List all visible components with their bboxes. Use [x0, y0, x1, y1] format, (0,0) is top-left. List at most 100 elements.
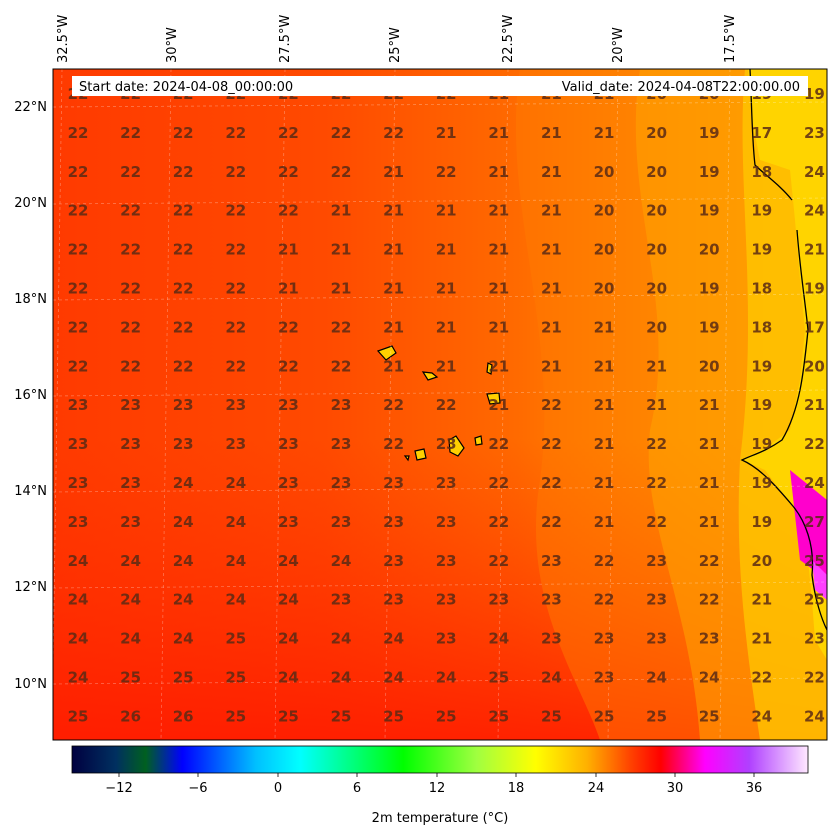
grid-value: 21 — [488, 163, 509, 181]
grid-value: 23 — [646, 630, 667, 648]
grid-value: 24 — [173, 630, 194, 648]
grid-value: 24 — [331, 630, 352, 648]
grid-value: 21 — [436, 318, 457, 336]
grid-value: 22 — [225, 202, 246, 220]
grid-value: 25 — [699, 707, 720, 725]
grid-value: 23 — [383, 591, 404, 609]
valid-date-label: Valid_date: 2024-04-08T22:00:00.00 — [562, 80, 800, 95]
lon-label: 27.5°W — [278, 15, 293, 63]
lat-label: 22°N — [14, 100, 47, 115]
grid-value: 24 — [699, 669, 720, 687]
colorbar-tick-label: 36 — [746, 781, 763, 796]
grid-value: 21 — [436, 357, 457, 375]
grid-value: 19 — [699, 318, 720, 336]
grid-value: 25 — [646, 707, 667, 725]
grid-value: 21 — [488, 280, 509, 298]
grid-value: 21 — [383, 318, 404, 336]
grid-value: 21 — [488, 396, 509, 414]
grid-value: 25 — [488, 669, 509, 687]
grid-value: 21 — [699, 474, 720, 492]
grid-value: 23 — [541, 630, 562, 648]
grid-value: 22 — [804, 669, 825, 687]
grid-value: 22 — [120, 318, 141, 336]
grid-value: 19 — [804, 85, 825, 103]
grid-value: 24 — [68, 669, 89, 687]
colorbar-tick-label: 6 — [353, 781, 361, 796]
grid-value: 24 — [331, 552, 352, 570]
grid-value: 24 — [541, 669, 562, 687]
grid-value: 22 — [173, 241, 194, 259]
grid-value: 23 — [331, 435, 352, 453]
grid-value: 25 — [278, 707, 299, 725]
grid-value: 21 — [278, 280, 299, 298]
grid-value: 22 — [541, 513, 562, 531]
grid-value: 21 — [488, 318, 509, 336]
colorbar-tick-label: 0 — [274, 781, 282, 796]
grid-value: 21 — [383, 357, 404, 375]
grid-value: 23 — [68, 474, 89, 492]
grid-value: 20 — [699, 357, 720, 375]
grid-value: 20 — [594, 280, 615, 298]
grid-value: 26 — [120, 707, 141, 725]
grid-value: 19 — [804, 280, 825, 298]
grid-value: 24 — [68, 630, 89, 648]
lat-label: 18°N — [14, 292, 47, 307]
grid-value: 21 — [331, 202, 352, 220]
grid-value: 22 — [68, 318, 89, 336]
grid-value: 21 — [541, 163, 562, 181]
grid-value: 19 — [751, 513, 772, 531]
grid-value: 19 — [699, 202, 720, 220]
grid-value: 20 — [594, 202, 615, 220]
grid-value: 25 — [488, 707, 509, 725]
grid-value: 21 — [699, 435, 720, 453]
grid-value: 23 — [541, 591, 562, 609]
grid-value: 22 — [225, 163, 246, 181]
grid-value: 21 — [383, 280, 404, 298]
grid-value: 23 — [541, 552, 562, 570]
grid-value: 22 — [331, 318, 352, 336]
grid-value: 24 — [646, 669, 667, 687]
colorbar-title: 2m temperature (°C) — [372, 811, 509, 826]
grid-value: 22 — [278, 163, 299, 181]
grid-value: 21 — [436, 124, 457, 142]
grid-value: 22 — [120, 202, 141, 220]
grid-value: 23 — [436, 513, 457, 531]
lat-label: 20°N — [14, 196, 47, 211]
colorbar-tick-label: 24 — [588, 781, 605, 796]
grid-value: 25 — [804, 552, 825, 570]
grid-value: 24 — [173, 474, 194, 492]
grid-value: 22 — [68, 163, 89, 181]
grid-value: 25 — [173, 669, 194, 687]
grid-value: 21 — [594, 396, 615, 414]
grid-value: 22 — [225, 241, 246, 259]
grid-value: 22 — [383, 435, 404, 453]
grid-value: 22 — [541, 396, 562, 414]
grid-value: 23 — [68, 513, 89, 531]
lat-label: 12°N — [14, 580, 47, 595]
grid-value: 24 — [331, 669, 352, 687]
grid-value: 21 — [751, 630, 772, 648]
latitude-labels: 22°N 20°N 18°N 16°N 14°N 12°N 10°N — [14, 100, 47, 692]
grid-value: 22 — [594, 552, 615, 570]
grid-value: 23 — [278, 435, 299, 453]
graticule — [53, 69, 827, 740]
grid-value: 25 — [804, 591, 825, 609]
grid-value: 24 — [173, 552, 194, 570]
grid-value: 22 — [383, 396, 404, 414]
colorbar-ramp — [71, 745, 809, 774]
grid-value: 22 — [173, 357, 194, 375]
grid-value: 25 — [225, 707, 246, 725]
grid-value: 25 — [541, 707, 562, 725]
grid-value: 23 — [331, 513, 352, 531]
grid-value: 24 — [68, 552, 89, 570]
grid-value: 23 — [594, 630, 615, 648]
grid-value: 19 — [699, 124, 720, 142]
grid-value: 17 — [751, 124, 772, 142]
grid-value: 24 — [383, 630, 404, 648]
grid-value: 24 — [278, 630, 299, 648]
grid-value: 23 — [68, 396, 89, 414]
lat-label: 14°N — [14, 484, 47, 499]
grid-value: 21 — [594, 318, 615, 336]
grid-value: 22 — [225, 280, 246, 298]
grid-value: 21 — [751, 591, 772, 609]
